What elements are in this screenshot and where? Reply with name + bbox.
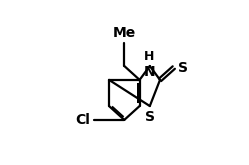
Text: Cl: Cl — [76, 113, 90, 127]
Text: S: S — [145, 110, 155, 124]
Text: N: N — [143, 65, 155, 79]
Text: H: H — [144, 50, 154, 64]
Text: Me: Me — [113, 26, 136, 40]
Text: S: S — [178, 61, 188, 75]
